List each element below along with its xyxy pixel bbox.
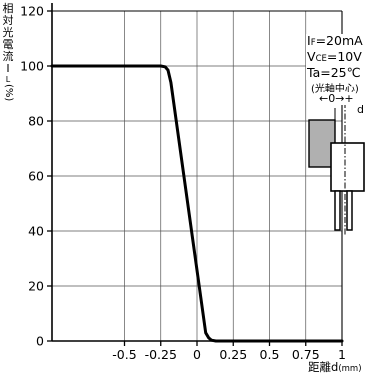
sensor-body — [330, 142, 365, 192]
y-title-char: 相 — [2, 2, 14, 15]
x-tick-label: 1 — [338, 347, 346, 362]
y-tick-label: 100 — [20, 59, 44, 74]
y-title-char: 流 — [2, 50, 14, 63]
direction-arrow-label: ←0→+ — [319, 92, 354, 105]
y-title-char: 電 — [2, 38, 14, 51]
y-tick-label: 120 — [20, 4, 44, 19]
x-tick-label: 0 — [193, 347, 201, 362]
x-tick-label: 0.75 — [292, 347, 320, 362]
y-tick-label: 60 — [28, 169, 44, 184]
y-tick-label: 80 — [28, 114, 44, 129]
y-title-char: 光 — [2, 26, 14, 39]
sensor-lead-right — [346, 190, 353, 231]
distance-d-label: d — [357, 103, 364, 116]
x-tick-label: 0.25 — [219, 347, 247, 362]
y-tick-label: 20 — [28, 279, 44, 294]
x-tick-label: 0.5 — [260, 347, 280, 362]
x-axis: -0.5 -0.25 0 0.25 0.5 0.75 1 — [112, 341, 346, 362]
sensor-lead-left — [334, 190, 341, 231]
y-title-unit: (%) — [3, 84, 14, 102]
y-title-char: I — [6, 62, 10, 75]
series — [50, 64, 344, 343]
relative-current-line — [50, 64, 344, 343]
test-conditions: IF=20mA VCE=10V Ta=25℃ — [306, 34, 364, 80]
y-tick-label: 0 — [36, 334, 44, 349]
optical-axis-center-label: (光軸中心) — [311, 80, 359, 95]
condition-if: IF=20mA — [307, 33, 363, 49]
x-axis-title: 距離d(mm) — [308, 360, 362, 374]
condition-ta: Ta=25℃ — [307, 65, 361, 80]
condition-vce: VCE=10V — [307, 49, 362, 65]
grid — [52, 11, 342, 341]
y-axis-title: 相 対 光 電 流 I L (%) — [1, 2, 15, 102]
y-tick-label: 40 — [28, 224, 44, 239]
x-tick-label: -0.5 — [112, 347, 136, 362]
y-title-char: L — [5, 75, 11, 84]
x-tick-label: -0.25 — [145, 347, 177, 362]
y-title-char: 対 — [2, 14, 14, 27]
y-axis: 0 20 40 60 80 100 120 — [20, 4, 52, 349]
sensor-diagram — [308, 102, 365, 236]
